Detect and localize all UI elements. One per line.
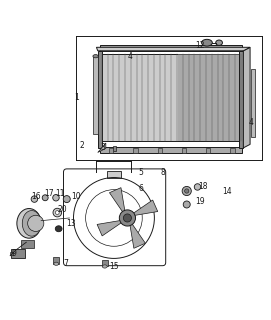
- Bar: [102, 260, 108, 267]
- Polygon shape: [243, 47, 250, 148]
- Bar: [53, 257, 59, 264]
- Circle shape: [183, 201, 190, 208]
- Text: 7: 7: [63, 259, 68, 268]
- Bar: [182, 148, 186, 153]
- Text: 18: 18: [198, 182, 208, 191]
- Ellipse shape: [54, 262, 59, 265]
- Ellipse shape: [216, 40, 222, 45]
- Circle shape: [31, 196, 38, 202]
- Text: 6: 6: [138, 184, 143, 193]
- Bar: [178, 53, 241, 141]
- Text: 5: 5: [138, 168, 143, 177]
- Text: 10: 10: [71, 192, 81, 201]
- Polygon shape: [133, 200, 158, 216]
- Text: 20: 20: [58, 205, 67, 214]
- Circle shape: [56, 211, 59, 214]
- Circle shape: [123, 214, 131, 222]
- Text: 3: 3: [101, 143, 106, 152]
- Text: 1: 1: [74, 93, 79, 102]
- Circle shape: [53, 208, 62, 217]
- Text: 16: 16: [31, 192, 41, 201]
- Bar: [239, 51, 243, 148]
- Ellipse shape: [93, 55, 98, 58]
- Ellipse shape: [102, 265, 107, 268]
- Text: 4: 4: [128, 52, 133, 61]
- Bar: [98, 51, 102, 148]
- Circle shape: [28, 215, 44, 231]
- Text: 8: 8: [160, 168, 165, 177]
- Bar: [133, 148, 138, 153]
- Text: 17: 17: [44, 189, 54, 198]
- Text: 12: 12: [195, 41, 205, 50]
- Text: 19: 19: [195, 197, 205, 206]
- Bar: [101, 147, 242, 153]
- Circle shape: [42, 195, 48, 201]
- Circle shape: [185, 189, 189, 193]
- Text: 14: 14: [222, 187, 232, 196]
- Bar: [109, 148, 113, 153]
- Bar: [206, 148, 211, 153]
- Bar: [230, 148, 235, 153]
- Circle shape: [119, 210, 136, 226]
- Ellipse shape: [17, 209, 41, 238]
- Bar: [21, 240, 34, 248]
- Text: 2: 2: [79, 141, 84, 150]
- Text: 15: 15: [109, 262, 119, 271]
- Ellipse shape: [55, 226, 62, 232]
- Ellipse shape: [202, 39, 212, 46]
- Bar: [10, 252, 13, 255]
- Text: 11: 11: [55, 189, 65, 198]
- Text: 9: 9: [12, 249, 17, 258]
- Bar: [112, 146, 116, 151]
- Bar: [93, 56, 98, 134]
- Ellipse shape: [22, 211, 41, 236]
- Bar: [102, 53, 241, 141]
- Bar: [158, 148, 162, 153]
- Polygon shape: [130, 223, 145, 248]
- Polygon shape: [97, 220, 122, 236]
- FancyArrowPatch shape: [101, 147, 103, 149]
- Polygon shape: [98, 143, 106, 152]
- Circle shape: [53, 195, 59, 201]
- Circle shape: [194, 184, 201, 190]
- Bar: [11, 249, 25, 259]
- Circle shape: [182, 187, 191, 196]
- Text: 13: 13: [66, 219, 76, 228]
- Bar: [251, 69, 255, 137]
- Text: 4: 4: [249, 118, 254, 127]
- Circle shape: [63, 196, 70, 203]
- Polygon shape: [109, 188, 125, 213]
- Bar: [107, 171, 121, 178]
- Polygon shape: [96, 47, 250, 51]
- Bar: [101, 45, 242, 51]
